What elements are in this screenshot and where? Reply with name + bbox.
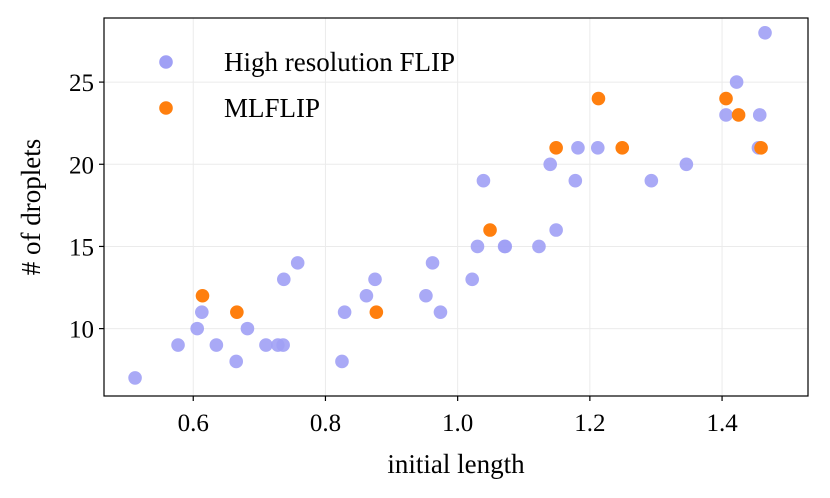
plot-frame — [103, 17, 809, 397]
data-point — [591, 91, 606, 106]
y-tick-label: 25 — [69, 70, 94, 97]
legend-marker — [159, 55, 173, 69]
data-point — [470, 239, 485, 254]
data-point — [276, 338, 290, 352]
data-point — [549, 141, 563, 155]
x-tick-label: 0.8 — [310, 410, 341, 437]
data-point — [568, 173, 583, 188]
data-point — [369, 305, 384, 319]
legend: High resolution FLIP MLFLIP — [159, 47, 455, 123]
data-point — [719, 108, 733, 122]
data-point — [337, 305, 352, 319]
data-point — [425, 256, 440, 270]
data-point — [433, 305, 448, 319]
data-point — [532, 239, 546, 254]
x-axis-label: initial length — [387, 449, 525, 479]
data-point — [290, 256, 305, 270]
axis-ticks: 0.6 0.8 1.0 1.2 1.4 10 15 20 25 — [69, 70, 738, 437]
data-point — [731, 108, 746, 122]
data-point — [465, 272, 479, 287]
y-tick-label: 20 — [69, 152, 94, 179]
legend-entry: High resolution FLIP — [159, 47, 455, 77]
data-point — [359, 288, 374, 303]
y-tick-label: 10 — [69, 317, 94, 344]
x-tick-label: 1.4 — [706, 410, 738, 437]
data-point — [729, 75, 744, 89]
data-point — [719, 91, 733, 106]
data-point — [498, 239, 513, 254]
data-point — [754, 141, 768, 155]
x-tick-label: 1.0 — [442, 410, 473, 437]
data-point — [419, 288, 433, 303]
data-point — [128, 371, 142, 385]
data-point — [209, 338, 224, 352]
data-point — [190, 321, 205, 336]
x-tick-label: 0.6 — [178, 410, 209, 437]
data-point — [259, 338, 273, 352]
data-point — [758, 25, 772, 40]
legend-marker — [159, 101, 173, 115]
data-point — [240, 321, 255, 336]
data-point — [335, 354, 349, 369]
legend-entry: MLFLIP — [159, 93, 320, 123]
data-point — [277, 272, 291, 287]
data-point — [476, 173, 491, 188]
series-high-resolution-flip — [128, 25, 772, 385]
data-point — [590, 141, 605, 155]
data-point — [571, 141, 585, 155]
data-point — [644, 173, 659, 188]
data-point — [230, 305, 244, 319]
legend-label: MLFLIP — [224, 93, 320, 123]
data-point — [195, 288, 210, 303]
data-point — [615, 141, 630, 155]
data-points — [128, 25, 772, 385]
data-point — [368, 272, 382, 287]
data-point — [549, 223, 563, 237]
series-mlflip — [195, 91, 768, 319]
data-point — [171, 338, 185, 352]
grid-lines — [104, 18, 808, 396]
legend-label: High resolution FLIP — [224, 47, 455, 77]
data-point — [483, 223, 497, 237]
data-point — [752, 108, 767, 122]
y-axis-label: # of droplets — [16, 139, 46, 275]
data-point — [543, 157, 557, 172]
data-point — [679, 157, 694, 172]
y-tick-label: 15 — [69, 234, 94, 261]
data-point — [195, 305, 209, 319]
x-tick-label: 1.2 — [574, 410, 605, 437]
data-point — [229, 354, 244, 369]
